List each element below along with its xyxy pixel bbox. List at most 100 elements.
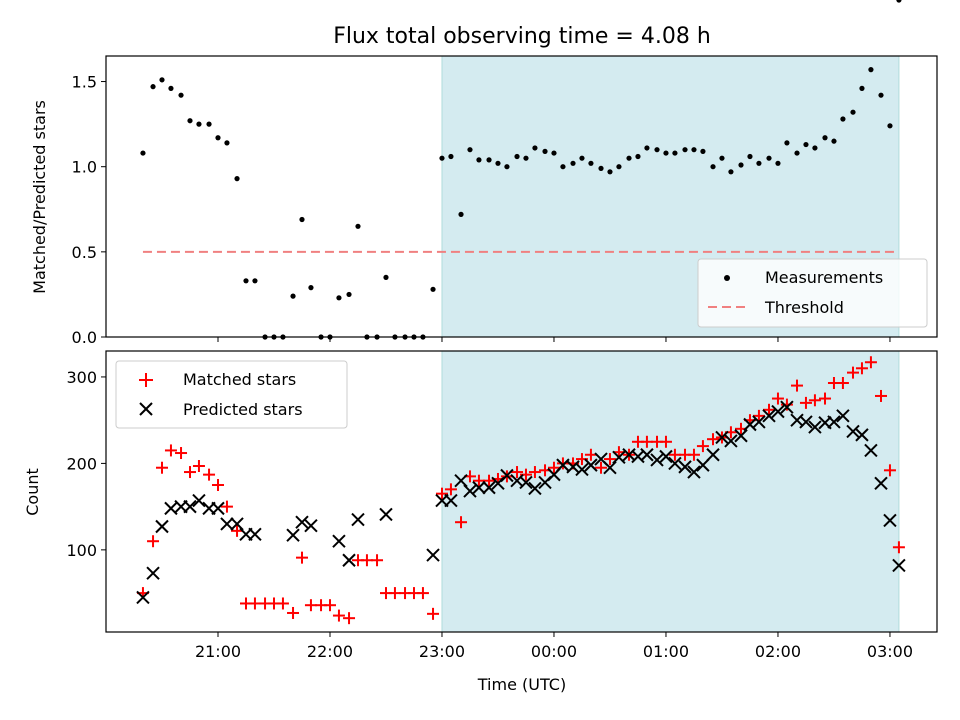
matched-point	[687, 448, 700, 461]
measurement-point	[719, 155, 725, 161]
matched-point	[435, 487, 448, 500]
measurement-point	[700, 148, 706, 154]
y-tick-label: 100	[66, 541, 97, 560]
matched-point	[595, 461, 608, 474]
measurement-point	[570, 160, 576, 166]
top-x-ticks	[217, 337, 891, 342]
matched-point	[388, 587, 401, 600]
predicted-point	[379, 507, 393, 522]
predicted-point	[342, 553, 356, 567]
y-tick-label: 1.0	[72, 158, 97, 177]
predicted-point	[575, 462, 589, 477]
predicted-point	[444, 493, 458, 508]
matched-point	[791, 379, 804, 392]
bottom-shaded-span	[441, 350, 900, 633]
predicted-point	[678, 460, 692, 474]
matched-point	[855, 362, 868, 375]
measurement-point	[458, 211, 464, 217]
top-axes-frame	[105, 55, 938, 338]
measurement-point	[206, 121, 212, 127]
matched-point	[444, 483, 457, 496]
predicted-point	[304, 518, 318, 533]
predicted-point	[584, 458, 598, 472]
measurement-point	[178, 92, 184, 98]
predicted-point	[183, 499, 197, 514]
matched-point	[640, 435, 653, 448]
matched-point	[808, 394, 821, 407]
matched-point	[455, 516, 468, 529]
bottom-panel: 100 200 300 21:00 22:00 23:00 00:00 01:00 02:00…	[23, 350, 938, 694]
matched-point	[427, 607, 440, 620]
legend-matched-label: Matched stars	[183, 370, 296, 389]
top-panel: 0.0 0.5 1.0 1.5 Matched/Predicted stars Mea…	[30, 0, 938, 347]
matched-point	[472, 474, 485, 487]
measurement-point	[532, 145, 538, 151]
measurement-point	[859, 85, 865, 91]
predicted-point	[762, 409, 776, 423]
predicted-point	[836, 409, 850, 423]
matched-point	[155, 461, 168, 474]
top-measurement-points	[140, 0, 902, 340]
measurement-point	[579, 155, 585, 161]
predicted-point	[734, 429, 748, 443]
legend-threshold-label: Threshold	[764, 298, 844, 317]
measurement-point	[626, 155, 632, 161]
measurement-point	[840, 116, 846, 122]
predicted-point	[286, 528, 300, 542]
measurement-point	[551, 150, 557, 156]
measurement-point	[290, 293, 296, 299]
x-tick-label: 03:00	[867, 642, 913, 661]
measurement-point	[355, 223, 361, 229]
predicted-point	[715, 430, 729, 445]
measurement-point	[308, 285, 314, 291]
measurement-point	[299, 216, 305, 223]
predicted-point	[687, 465, 701, 479]
predicted-point	[771, 404, 785, 419]
matched-point	[231, 524, 244, 537]
predicted-point	[454, 473, 468, 488]
measurement-point	[766, 155, 772, 161]
bottom-legend-box	[115, 360, 348, 429]
predicted-point	[603, 461, 617, 475]
bottom-y-ticks: 100 200 300	[66, 368, 106, 560]
measurement-point	[215, 135, 221, 141]
matched-point	[547, 461, 560, 474]
measurement-point	[430, 286, 436, 292]
matched-point	[371, 554, 384, 567]
top-y-axis-label: Matched/Predicted stars	[30, 100, 49, 294]
top-legend-box	[697, 258, 928, 328]
predicted-point	[752, 415, 766, 429]
measurement-point	[159, 77, 165, 83]
measurement-point	[710, 164, 716, 170]
matched-point	[668, 448, 681, 461]
predicted-point	[295, 515, 309, 529]
measurement-point	[252, 278, 258, 284]
measurement-point	[896, 0, 902, 3]
matched-point	[556, 457, 569, 470]
measurement-point	[691, 147, 697, 153]
legend-predicted-label: Predicted stars	[183, 400, 303, 419]
matched-point	[528, 466, 541, 479]
predicted-point	[230, 517, 244, 531]
matched-point	[220, 500, 233, 513]
measurement-point	[654, 147, 660, 153]
matched-point	[248, 597, 261, 610]
matched-point	[771, 392, 784, 405]
matched-point	[323, 599, 336, 612]
top-legend: Measurements Threshold	[697, 258, 928, 328]
matched-point	[847, 366, 860, 379]
predicted-point	[472, 480, 486, 495]
predicted-point	[136, 590, 150, 605]
y-tick-label: 300	[66, 368, 97, 387]
measurement-point	[523, 155, 529, 161]
matched-point	[175, 447, 188, 460]
measurement-point	[607, 169, 613, 175]
measurement-point	[831, 138, 837, 144]
measurement-point	[196, 121, 202, 127]
predicted-point	[799, 415, 813, 429]
predicted-point	[332, 534, 346, 548]
measurement-point	[672, 150, 678, 156]
measurement-point	[682, 147, 688, 153]
predicted-point	[146, 566, 160, 580]
